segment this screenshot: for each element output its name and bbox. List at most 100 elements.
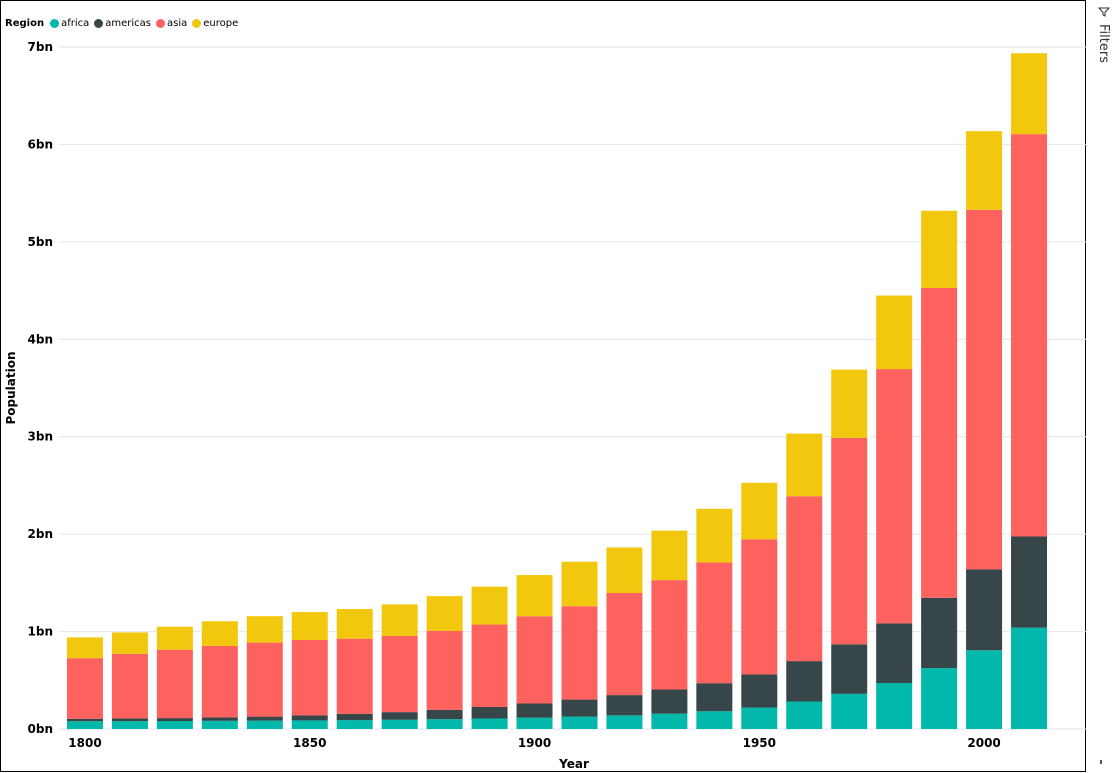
bar-segment-americas xyxy=(201,717,238,721)
bar-segment-europe xyxy=(921,210,958,288)
bar-segment-americas xyxy=(831,644,868,694)
bar-segment-europe xyxy=(561,561,598,607)
stacked-bar-chart: 0bn 1bn 2bn 3bn 4bn 5bn 6bn 7bn 1800 1850 1900 1950… xyxy=(4,40,1086,771)
bar-segment-europe xyxy=(606,547,643,593)
filters-pane: Filters xyxy=(1087,0,1119,772)
bar-segment-asia xyxy=(606,592,643,696)
resize-handle[interactable] xyxy=(1100,760,1102,764)
bar-segment-americas xyxy=(291,715,328,721)
bar-segment-americas xyxy=(471,706,508,719)
y-tick-label: 7bn xyxy=(28,40,53,54)
legend-swatch-asia xyxy=(155,18,165,28)
bar-segment-americas xyxy=(156,718,193,722)
bar-segment-americas xyxy=(561,699,598,717)
bar-segment-americas xyxy=(786,661,823,702)
bar-segment-asia xyxy=(966,209,1003,570)
bar-segment-europe xyxy=(786,433,823,497)
bar-segment-africa xyxy=(696,711,733,729)
bar-segment-africa xyxy=(606,715,643,729)
legend-swatch-americas xyxy=(94,18,104,28)
bar-segment-africa xyxy=(111,721,148,729)
filters-label: Filters xyxy=(1096,24,1111,63)
bar-segment-americas xyxy=(651,689,688,714)
y-tick-label: 3bn xyxy=(28,430,53,444)
x-axis-title: Year xyxy=(558,757,589,771)
bar-segment-africa xyxy=(426,719,463,729)
bar-segment-africa xyxy=(1011,627,1048,729)
bar-segment-asia xyxy=(66,658,103,719)
bar-segment-europe xyxy=(246,616,283,643)
bar-segment-europe xyxy=(201,621,238,646)
x-tick-label: 1850 xyxy=(293,736,326,750)
bar-segment-asia xyxy=(561,606,598,700)
bar-segment-europe xyxy=(66,637,103,659)
bar-segment-asia xyxy=(246,642,283,717)
bar-segment-americas xyxy=(426,709,463,720)
filter-icon xyxy=(1098,7,1110,17)
bar-segment-asia xyxy=(741,539,778,675)
bar-segment-asia xyxy=(831,437,868,645)
bar-segment-europe xyxy=(336,608,373,639)
report-canvas: Region africa americas asia europe 0bn 1b… xyxy=(0,0,1086,772)
legend-item-asia[interactable]: asia xyxy=(155,17,188,29)
legend-label-asia: asia xyxy=(166,17,188,29)
bar-segment-africa xyxy=(291,720,328,729)
bar-segment-europe xyxy=(1011,53,1048,135)
legend-label-americas: americas xyxy=(105,17,151,29)
y-tick-label: 6bn xyxy=(28,137,53,151)
legend-title: Region xyxy=(5,17,45,29)
bar-segment-americas xyxy=(66,718,103,722)
bar-segment-africa xyxy=(381,719,418,729)
legend-label-africa: africa xyxy=(61,17,90,29)
bar-segment-asia xyxy=(156,649,193,719)
bar-segment-asia xyxy=(876,369,913,624)
chart-legend: Region africa americas asia europe xyxy=(5,16,243,30)
filters-toggle-button[interactable]: Filters xyxy=(1094,6,1114,76)
bar-segment-africa xyxy=(966,650,1003,729)
x-tick-label: 1950 xyxy=(743,736,776,750)
bar-segment-americas xyxy=(741,674,778,708)
bar-segment-asia xyxy=(336,638,373,714)
bar-segment-africa xyxy=(876,683,913,729)
bar-segment-asia xyxy=(651,580,688,690)
bar-segment-americas xyxy=(381,712,418,720)
bar-segment-africa xyxy=(561,716,598,729)
bar-segment-asia xyxy=(786,496,823,662)
bar-segment-europe xyxy=(876,295,913,370)
bar-segment-asia xyxy=(111,653,148,719)
bar-segment-africa xyxy=(156,721,193,729)
bar-segment-africa xyxy=(516,717,553,729)
bar-segment-americas xyxy=(606,695,643,716)
bar-segment-americas xyxy=(921,597,958,669)
bar-segment-americas xyxy=(246,716,283,721)
bar-segment-europe xyxy=(471,586,508,625)
bar-segment-asia xyxy=(201,645,238,718)
bar-segment-africa xyxy=(741,707,778,729)
bar-segment-africa xyxy=(471,718,508,729)
x-tick-label: 1800 xyxy=(68,736,101,750)
bar-segment-europe xyxy=(291,612,328,640)
y-tick-label: 0bn xyxy=(28,722,53,736)
bar-segment-asia xyxy=(291,639,328,716)
bar-segment-europe xyxy=(516,575,553,617)
x-tick-label: 1900 xyxy=(518,736,551,750)
y-tick-label: 1bn xyxy=(28,625,53,639)
legend-item-europe[interactable]: europe xyxy=(192,18,238,29)
legend-swatch-africa xyxy=(50,18,60,28)
legend-item-americas[interactable]: americas xyxy=(94,18,151,29)
legend-item-africa[interactable]: africa xyxy=(50,18,89,29)
bar-segment-europe xyxy=(831,369,868,438)
bar-segment-europe xyxy=(426,596,463,631)
bar-segment-asia xyxy=(921,287,958,598)
bar-segment-americas xyxy=(696,683,733,712)
bar-segment-europe xyxy=(111,632,148,654)
bar-segment-americas xyxy=(876,623,913,684)
bar-segment-africa xyxy=(246,720,283,729)
bar-segment-europe xyxy=(966,131,1003,210)
bar-segment-asia xyxy=(381,635,418,713)
bar-segment-americas xyxy=(966,569,1003,651)
bar-segment-americas xyxy=(516,703,553,718)
bar-segment-europe xyxy=(741,482,778,540)
bar-segment-europe xyxy=(156,626,193,650)
bar-segment-africa xyxy=(921,668,958,729)
